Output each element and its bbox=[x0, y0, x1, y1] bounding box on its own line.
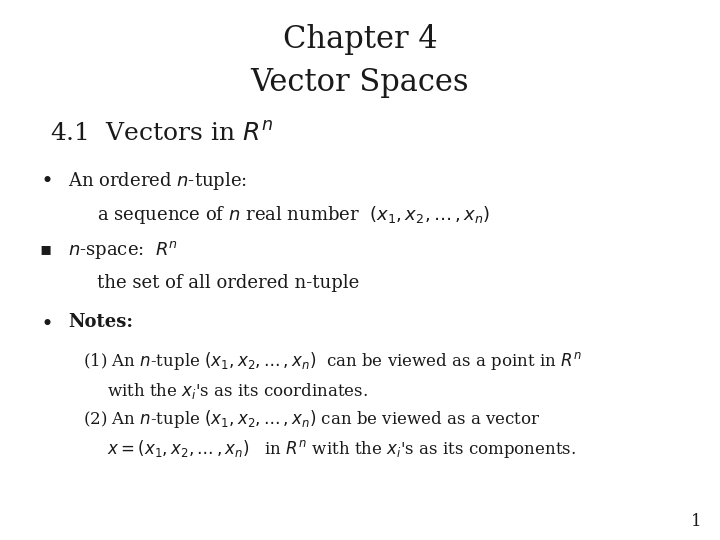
Text: $x = (x_1, x_2, \ldots\,, x_n)$   in $\mathit{R}^n$ with the $x_i$'s as its comp: $x = (x_1, x_2, \ldots\,, x_n)$ in $\mat… bbox=[107, 438, 575, 461]
Text: (2) An $\mathit{n}$-tuple $(x_1, x_2, \ldots\,, x_n)$ can be viewed as a vector: (2) An $\mathit{n}$-tuple $(x_1, x_2, \l… bbox=[83, 408, 540, 430]
Text: (1) An $\mathit{n}$-tuple $(x_1, x_2, \ldots\,, x_n)$  can be viewed as a point : (1) An $\mathit{n}$-tuple $(x_1, x_2, \l… bbox=[83, 350, 582, 372]
Text: 4.1  Vectors in $\mathit{R}^n$: 4.1 Vectors in $\mathit{R}^n$ bbox=[50, 122, 274, 145]
Text: An ordered $\mathit{n}$-tuple:: An ordered $\mathit{n}$-tuple: bbox=[68, 170, 248, 192]
Text: ▪: ▪ bbox=[40, 240, 52, 258]
Text: the set of all ordered n-tuple: the set of all ordered n-tuple bbox=[97, 274, 359, 292]
Text: Notes:: Notes: bbox=[68, 313, 133, 331]
Text: Vector Spaces: Vector Spaces bbox=[251, 68, 469, 98]
Text: $\mathit{n}$-space:  $\mathit{R}^n$: $\mathit{n}$-space: $\mathit{R}^n$ bbox=[68, 239, 179, 261]
Text: with the $x_i$'s as its coordinates.: with the $x_i$'s as its coordinates. bbox=[107, 381, 367, 401]
Text: Chapter 4: Chapter 4 bbox=[283, 24, 437, 55]
Text: $\bullet$: $\bullet$ bbox=[40, 170, 51, 189]
Text: 1: 1 bbox=[691, 514, 702, 530]
Text: $\bullet$: $\bullet$ bbox=[40, 313, 51, 332]
Text: a sequence of $\mathit{n}$ real number  $(x_1, x_2, \ldots\,, x_n)$: a sequence of $\mathit{n}$ real number $… bbox=[97, 204, 490, 226]
